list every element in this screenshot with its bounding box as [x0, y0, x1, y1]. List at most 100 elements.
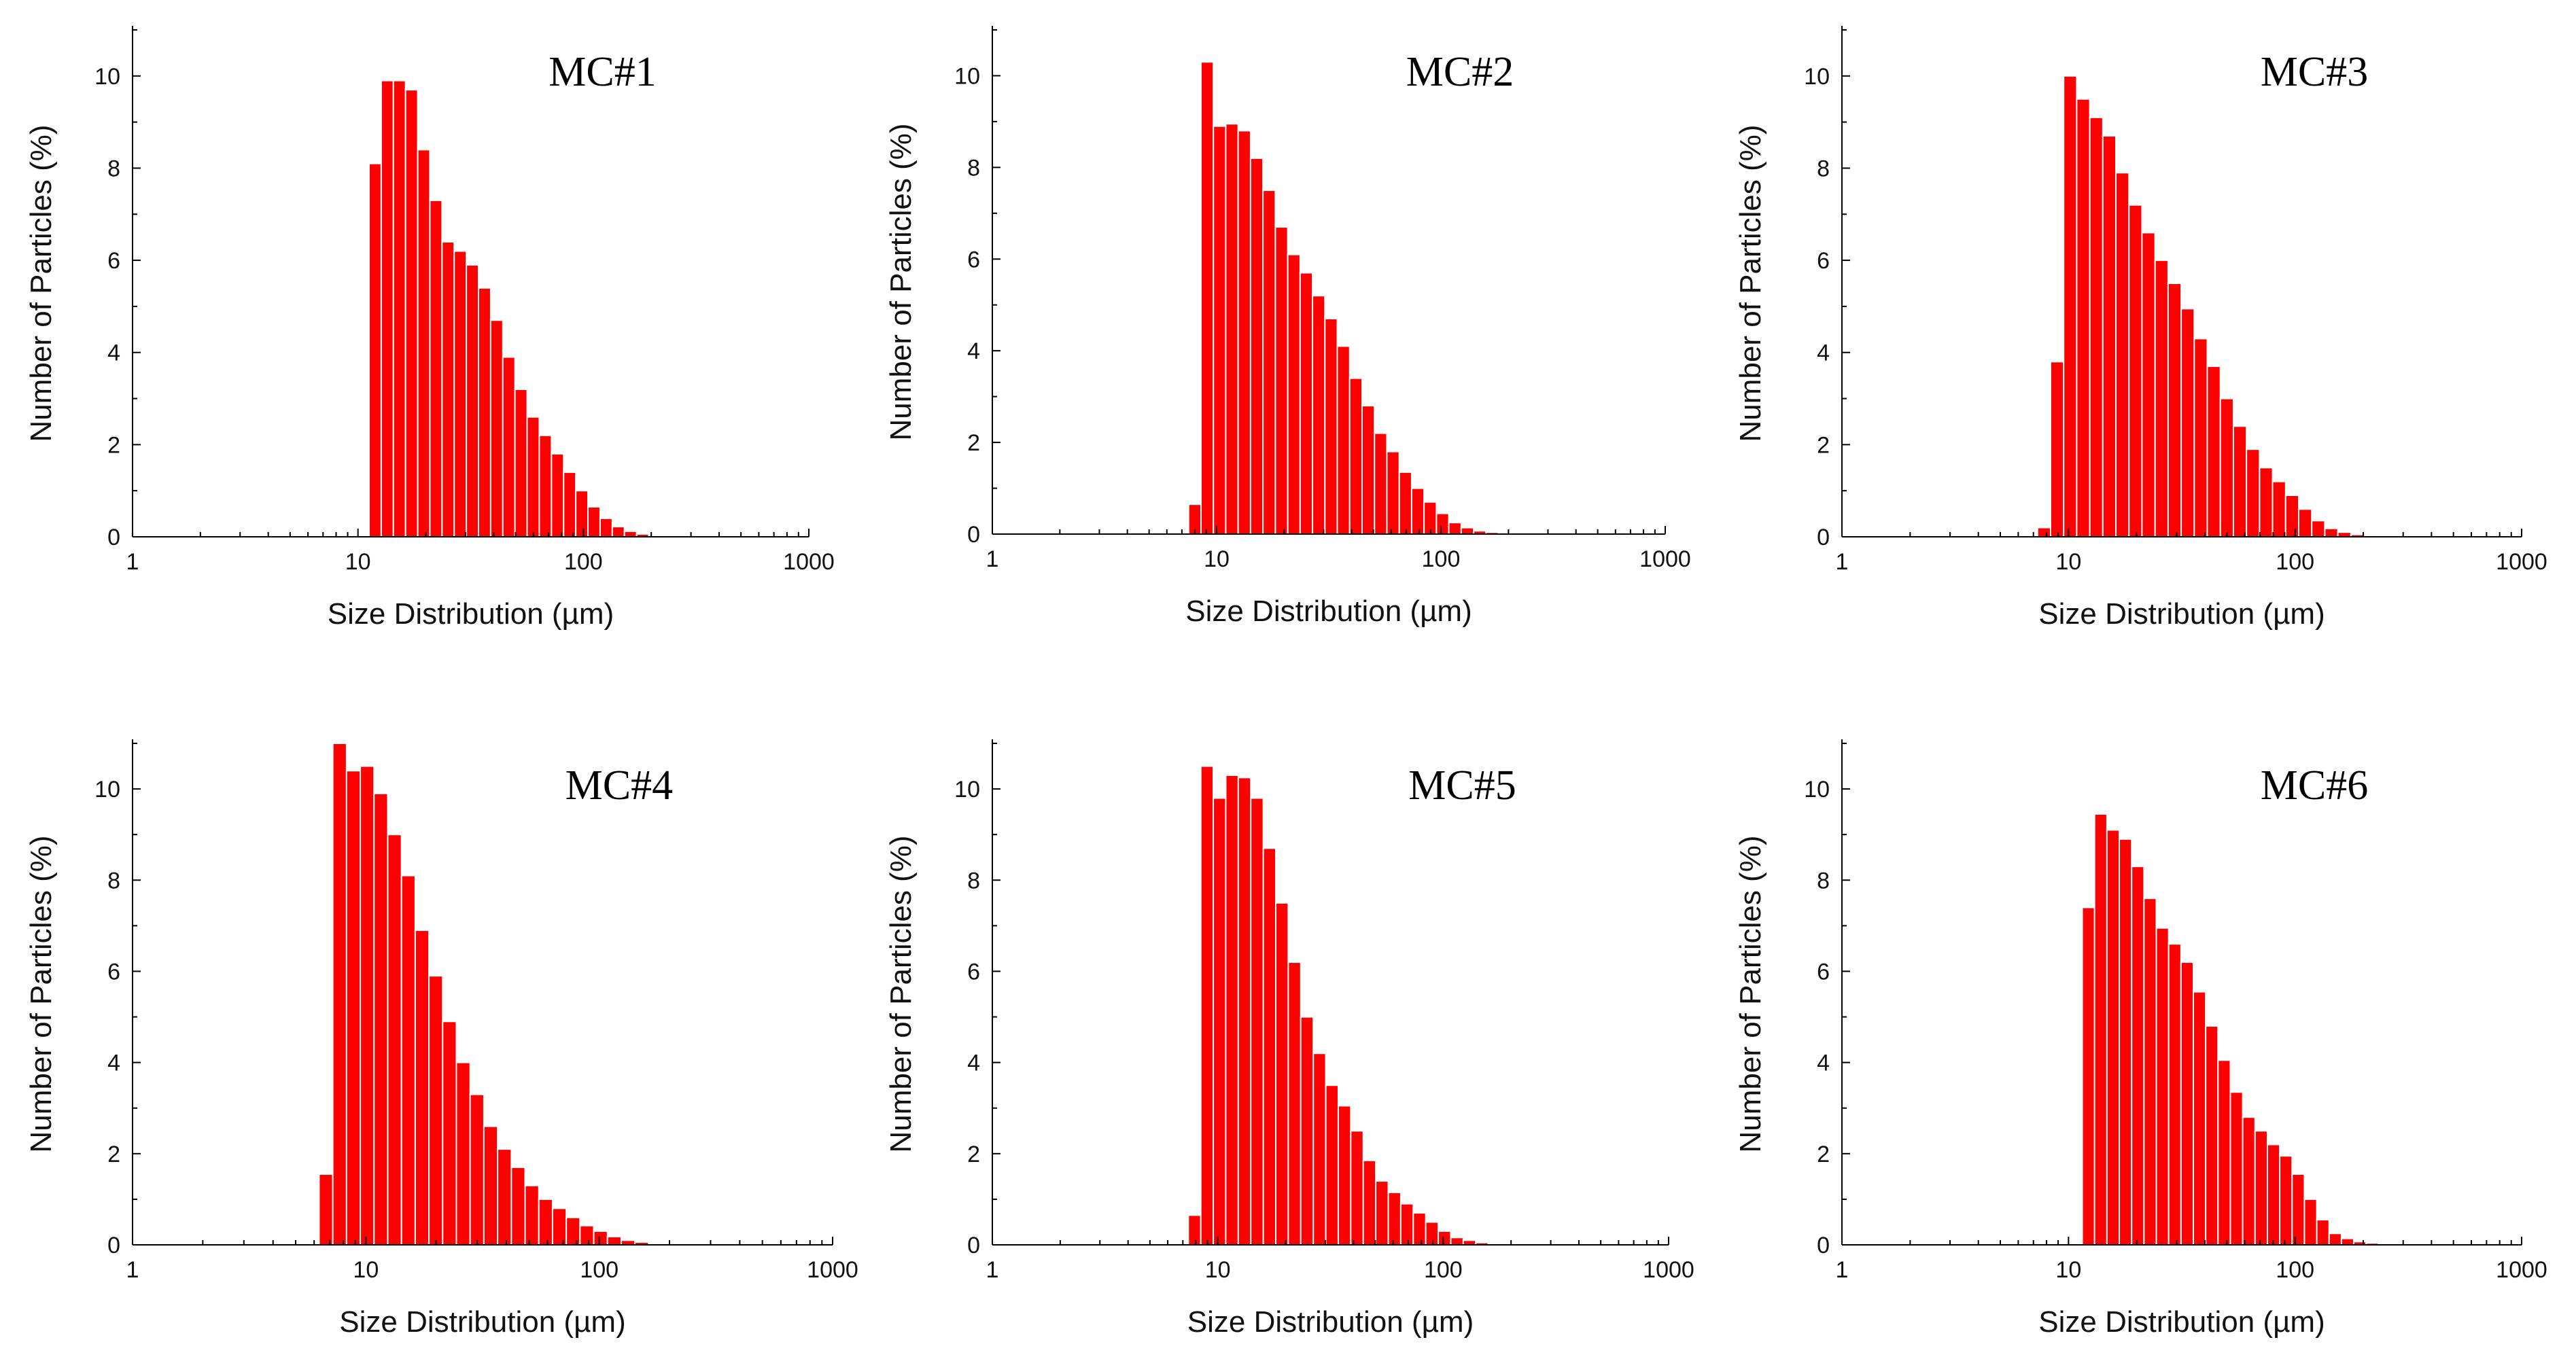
bar-mc5-bin-3 [1213, 797, 1227, 1246]
chart-panel-mc3: 1 10 100 1000 0 2 4 6 8 10 Size Distribution (µm) N… [1734, 26, 2547, 631]
bar-mc4-bin-20 [579, 1224, 595, 1246]
bar-mc2-bin-12 [1324, 317, 1338, 535]
bar-mc1-bin-18 [575, 490, 589, 537]
bar-mc1-bin-11 [489, 319, 504, 537]
bar-mc2-bin-17 [1386, 451, 1400, 535]
bar-mc3-bin-1 [2036, 527, 2051, 538]
bar-mc6-bin-10 [2193, 991, 2207, 1246]
y-tick-label-mc1-8: 8 [107, 156, 120, 181]
y-tick-label-mc3-2: 2 [1817, 432, 1830, 458]
bar-mc5-bin-4 [1225, 774, 1239, 1246]
bar-mc4-bin-14 [497, 1148, 512, 1246]
bar-mc3-bin-2 [2049, 361, 2065, 537]
bar-mc4-bin-8 [414, 930, 430, 1246]
y-tick-label-mc6-2: 2 [1817, 1142, 1830, 1167]
y-tick-label-mc5-10: 10 [954, 777, 980, 802]
bar-mc1-bin-9 [466, 264, 480, 537]
x-tick-label-mc6-1000: 1000 [2496, 1257, 2547, 1283]
y-tick-label-mc6-6: 6 [1817, 959, 1830, 985]
bar-mc4-bin-13 [483, 1125, 499, 1246]
y-axis-label-mc1: Number of Particles (%) [24, 124, 58, 442]
y-tick-label-mc6-8: 8 [1817, 868, 1830, 894]
chart-panel-mc4: 1 10 100 1000 0 2 4 6 8 10 Size Distribution (µm) N… [24, 739, 858, 1339]
x-tick-label-mc2-1: 1 [986, 546, 999, 572]
bar-mc3-bin-12 [2180, 308, 2195, 537]
bar-mc2-bin-21 [1435, 512, 1450, 535]
x-tick-label-mc3-10: 10 [2055, 549, 2081, 575]
bar-mc4-bin-7 [400, 875, 416, 1246]
bar-mc6-bin-5 [2131, 866, 2145, 1246]
bar-mc6-bin-18 [2291, 1173, 2305, 1246]
bar-mc5-bin-12 [1325, 1084, 1339, 1246]
panel-title-mc5: MC#5 [1408, 762, 1516, 809]
bar-mc1-bin-22 [623, 530, 638, 537]
chart-panel-mc1: 1 10 100 1000 0 2 4 6 8 10 Size Distribution (µm) N… [24, 26, 835, 631]
bar-mc1-bin-4 [404, 89, 419, 538]
bar-mc5-bin-20 [1425, 1221, 1440, 1246]
y-axis-label-mc2: Number of Particles (%) [884, 123, 918, 440]
y-tick-label-mc5-0: 0 [967, 1233, 980, 1258]
bar-mc5-bin-17 [1387, 1191, 1402, 1246]
bar-mc1-bin-6 [429, 199, 443, 537]
bar-mc5-bin-15 [1362, 1159, 1377, 1246]
bar-mc2-bin-2 [1200, 61, 1215, 535]
x-axis-label-mc4: Size Distribution (µm) [339, 1305, 625, 1339]
bar-mc1-bin-17 [563, 472, 577, 537]
bar-mc4-bin-22 [606, 1235, 622, 1246]
bar-mc3-bin-16 [2232, 425, 2248, 537]
x-axis-label-mc6: Size Distribution (µm) [2038, 1305, 2325, 1339]
bar-mc1-bin-19 [587, 506, 601, 537]
x-tick-label-mc5-1000: 1000 [1643, 1257, 1694, 1283]
bar-mc6-bin-16 [2266, 1144, 2281, 1246]
y-tick-label-mc4-2: 2 [107, 1142, 120, 1167]
y-tick-label-mc5-6: 6 [967, 959, 980, 985]
bar-mc2-bin-8 [1274, 226, 1289, 535]
bar-mc3-bin-10 [2154, 260, 2169, 537]
y-tick-label-mc1-2: 2 [107, 432, 120, 458]
x-tick-label-mc2-1000: 1000 [1639, 546, 1691, 572]
bar-mc5-bin-5 [1237, 777, 1252, 1246]
bar-mc2-bin-18 [1398, 471, 1412, 535]
chart-panel-mc6: 1 10 100 1000 0 2 4 6 8 10 Size Distribution (µm) N… [1734, 739, 2547, 1339]
bar-mc5-bin-14 [1350, 1130, 1364, 1246]
bar-mc3-bin-3 [2063, 75, 2078, 537]
y-tick-label-mc4-0: 0 [107, 1233, 120, 1258]
bar-mc3-bin-19 [2272, 480, 2286, 537]
bar-mc2-bin-16 [1374, 432, 1388, 535]
bar-mc5-bin-2 [1200, 765, 1215, 1246]
chart-panel-mc2: 1 10 100 1000 0 2 4 6 8 10 Size Distribution (µm) N… [884, 26, 1691, 628]
bar-mc4-bin-15 [510, 1166, 526, 1246]
bar-mc3-bin-11 [2167, 283, 2182, 537]
x-tick-label-mc3-100: 100 [2276, 549, 2314, 575]
bar-mc4-bin-19 [565, 1216, 581, 1246]
bar-mc3-bin-8 [2128, 204, 2143, 537]
bar-mc3-bin-4 [2076, 98, 2091, 538]
x-tick-label-mc2-10: 10 [1204, 546, 1230, 572]
bar-mc1-bin-21 [611, 526, 625, 538]
bar-mc5-bin-9 [1287, 961, 1302, 1246]
x-tick-label-mc1-1000: 1000 [783, 549, 835, 575]
bar-mc3-bin-15 [2219, 398, 2234, 537]
x-tick-label-mc3-1: 1 [1836, 549, 1849, 575]
y-tick-label-mc6-4: 4 [1817, 1051, 1830, 1076]
bar-mc5-bin-1 [1187, 1214, 1202, 1246]
bar-mc4-bin-11 [455, 1061, 471, 1246]
bar-mc2-bin-20 [1423, 501, 1438, 535]
bar-mc2-bin-13 [1336, 345, 1351, 535]
bar-mc3-bin-14 [2206, 366, 2221, 537]
bar-mc3-bin-24 [2337, 531, 2352, 537]
panel-title-mc6: MC#6 [2261, 762, 2368, 809]
bar-mc5-bin-16 [1375, 1180, 1389, 1246]
y-tick-label-mc1-0: 0 [107, 525, 120, 550]
y-tick-label-mc6-0: 0 [1817, 1233, 1830, 1258]
bar-mc2-bin-23 [1460, 527, 1475, 535]
y-tick-label-mc4-4: 4 [107, 1051, 120, 1076]
bar-mc6-bin-19 [2303, 1198, 2318, 1246]
bar-mc4-bin-16 [524, 1184, 540, 1246]
bar-mc1-bin-8 [453, 250, 468, 537]
panel-title-mc3: MC#3 [2261, 49, 2368, 95]
x-tick-label-mc1-10: 10 [345, 549, 371, 575]
y-tick-label-mc3-8: 8 [1817, 156, 1830, 181]
y-tick-label-mc3-6: 6 [1817, 248, 1830, 274]
